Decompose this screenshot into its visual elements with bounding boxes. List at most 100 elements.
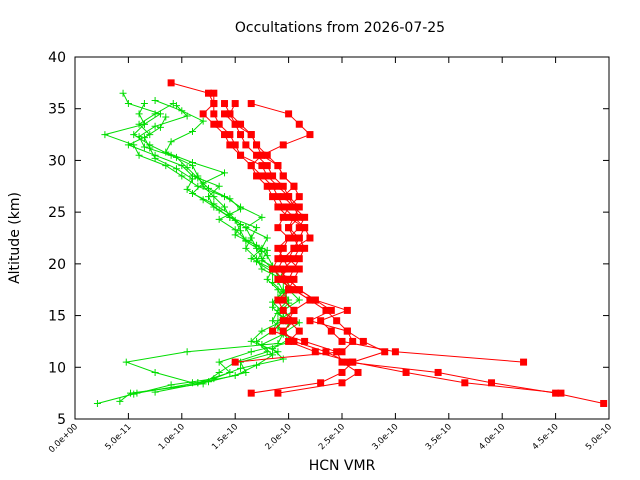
data-point [247,337,255,345]
data-point [295,265,303,273]
data-point [221,203,229,211]
data-point [258,172,266,180]
data-point [263,172,271,180]
data-point [301,244,309,252]
data-point [116,397,124,405]
data-point [258,265,266,273]
x-tick-label: 5.0e-10 [584,422,614,452]
data-point [215,215,223,223]
data-point [317,379,325,387]
data-point [354,368,362,376]
y-axis-label: Altitude (km) [7,192,23,284]
data-point [434,368,442,376]
data-point [140,134,148,142]
data-point [247,234,255,242]
data-point [290,337,298,345]
data-point [140,120,148,128]
data-point [279,182,287,190]
data-point [258,257,266,265]
y-tick-label: 20 [48,257,66,273]
data-point [242,224,250,232]
data-point [279,306,287,314]
data-point [285,203,293,211]
profile-line [124,105,301,384]
data-point [295,244,303,252]
data-point [285,193,293,201]
data-point [156,123,164,131]
data-point [237,364,245,372]
data-point [295,213,303,221]
data-point [391,348,399,356]
data-point [338,337,346,345]
data-point [290,213,298,221]
data-point [327,327,335,335]
data-point [285,234,293,242]
data-point [269,172,277,180]
data-point [311,296,319,304]
data-point [285,213,293,221]
data-point [290,286,298,294]
data-point [557,389,565,397]
data-point [242,237,250,245]
data-point [146,144,154,152]
data-point [317,317,325,325]
data-point [285,275,293,283]
profile-line [170,82,604,404]
data-point [279,213,287,221]
data-point [269,351,277,359]
data-point [338,379,346,387]
data-point [269,182,277,190]
data-point [183,185,191,193]
data-point [279,244,287,252]
data-point [151,154,159,162]
data-point [263,275,271,283]
data-point [295,224,303,232]
data-point [162,113,170,121]
chart-title: Occultations from 2026-07-25 [235,20,445,36]
data-point [253,224,261,232]
data-point [285,286,293,294]
data-point [301,337,309,345]
data-point [285,224,293,232]
data-point [285,337,293,345]
data-point [231,226,239,234]
data-point [205,89,212,97]
data-point [285,110,293,118]
data-point [199,117,207,125]
data-point [226,110,234,118]
data-point [279,193,287,201]
data-point [135,151,143,159]
data-point [295,296,303,304]
data-point [263,234,271,242]
data-point [258,327,266,335]
data-point [258,341,266,349]
data-point [210,110,218,118]
data-point [306,131,314,139]
data-point [306,296,314,304]
data-point [258,162,266,170]
data-point [488,379,496,387]
data-point [279,327,287,335]
data-point [274,224,282,232]
data-point [343,306,351,314]
data-point [183,164,191,172]
data-point [274,162,282,170]
data-point [285,255,293,263]
data-point [301,224,309,232]
data-point [322,348,330,356]
data-point [263,151,271,159]
x-tick-label: 1.0e-10 [157,422,187,452]
data-point [274,275,282,283]
data-point [215,182,223,190]
y-tick-label: 35 [48,102,66,118]
data-point [215,358,223,366]
data-point [306,317,314,325]
data-point [183,112,191,120]
data-point [290,255,298,263]
data-point [301,213,309,221]
data-point [359,337,367,345]
data-point [242,141,250,149]
data-point [140,143,148,151]
data-point [269,327,277,335]
